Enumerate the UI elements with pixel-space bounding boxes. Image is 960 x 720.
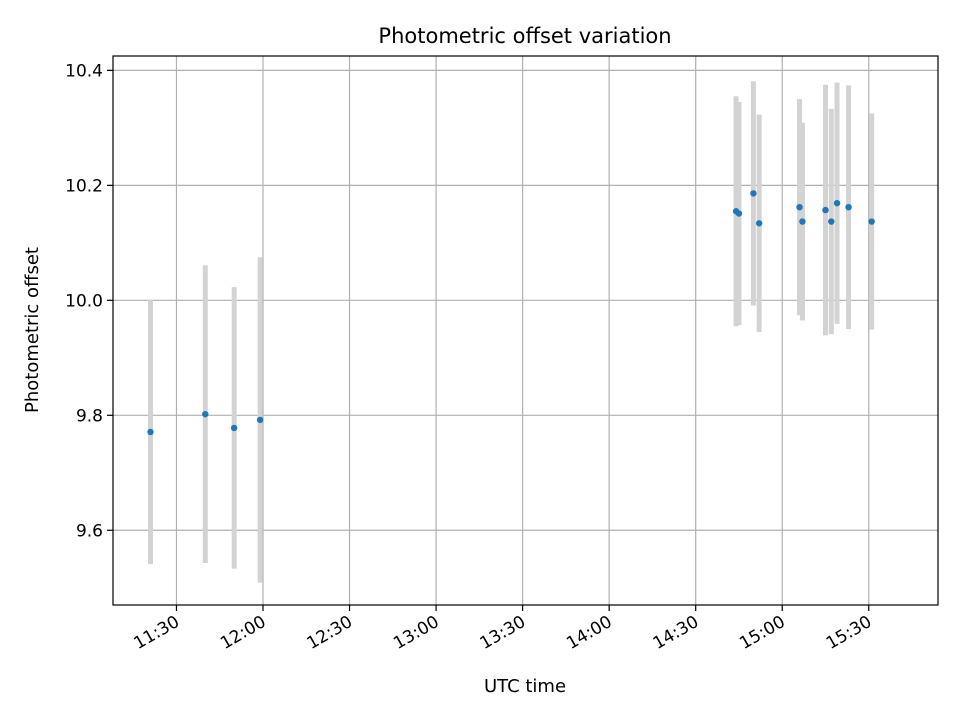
data-point	[755, 220, 763, 227]
y-axis-label: Photometric offset	[22, 247, 43, 413]
data-point	[845, 203, 852, 211]
data-point	[868, 218, 875, 225]
chart-title: Photometric offset variation	[378, 24, 671, 48]
y-tick-label: 9.8	[76, 406, 103, 426]
data-point	[799, 218, 806, 225]
data-point	[822, 206, 829, 214]
data-point	[230, 424, 238, 432]
data-point	[256, 416, 264, 424]
data-point	[828, 218, 835, 225]
y-tick-label: 9.6	[76, 521, 103, 541]
data-point	[750, 190, 757, 197]
points	[147, 190, 875, 436]
data-point	[796, 203, 803, 211]
y-ticks: 9.6 9.8 10.0 10.2 10.4	[65, 61, 113, 541]
data-point	[147, 428, 154, 436]
data-point	[735, 210, 743, 217]
plot-frame	[112, 55, 939, 606]
data-point	[202, 410, 209, 418]
y-tick-label: 10.4	[65, 61, 103, 81]
x-axis-label: UTC time	[484, 676, 566, 697]
data-point	[833, 199, 841, 207]
y-tick-label: 10.0	[65, 291, 103, 311]
y-tick-label: 10.2	[65, 176, 103, 196]
